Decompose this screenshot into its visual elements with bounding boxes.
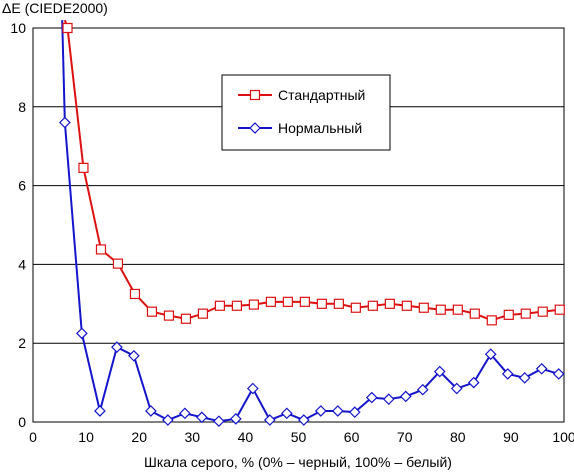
series-1-line xyxy=(63,122,559,423)
y-tick-label-8: 8 xyxy=(18,99,26,115)
series-1-point-25 xyxy=(484,348,497,361)
y-tick-label-0: 0 xyxy=(18,414,26,430)
series-0-point-20 xyxy=(401,300,412,311)
series-0-point-1 xyxy=(78,162,89,173)
series-1-point-6 xyxy=(162,414,174,426)
y-tick-label-2: 2 xyxy=(18,335,26,351)
series-0-point-25 xyxy=(486,315,497,326)
legend-marker-0 xyxy=(249,89,261,101)
plot-area-frame xyxy=(32,27,565,423)
x-tick-label-50: 50 xyxy=(291,429,307,445)
x-tick-labels: 0 10 20 30 40 50 60 70 80 90 100 xyxy=(29,429,574,445)
legend-marker-1 xyxy=(249,122,261,134)
series-1-overflow-line xyxy=(61,20,66,123)
series-0-point-6 xyxy=(163,310,175,321)
x-tick-label-60: 60 xyxy=(344,429,360,445)
series-0-point-23 xyxy=(452,304,463,315)
series-1-point-7 xyxy=(179,407,191,420)
series-0-point-18 xyxy=(367,300,378,311)
series-1-point-18 xyxy=(365,391,378,404)
series-1-point-3 xyxy=(111,341,123,353)
series-1-point-9 xyxy=(213,415,225,428)
x-tick-label-10: 10 xyxy=(78,429,94,445)
series-1-point-26 xyxy=(501,368,514,380)
x-tick-label-40: 40 xyxy=(238,429,254,445)
series-0-point-21 xyxy=(418,302,429,313)
x-tick-label-20: 20 xyxy=(131,429,147,445)
legend-box xyxy=(221,74,391,151)
series-1-point-12 xyxy=(263,414,276,426)
y-tick-label-10: 10 xyxy=(10,20,26,36)
series-1-point-21 xyxy=(416,383,429,396)
series-0-point-0 xyxy=(62,22,73,34)
series-1-point-5 xyxy=(145,405,157,417)
series-0-point-5 xyxy=(146,306,158,317)
series-layer xyxy=(59,19,565,428)
series-1-point-10 xyxy=(229,412,242,425)
series-1-point-17 xyxy=(348,406,361,418)
series-1-point-28 xyxy=(535,362,548,375)
series-0-point-29 xyxy=(554,304,565,315)
series-0-point-10 xyxy=(231,300,243,311)
x-tick-label-90: 90 xyxy=(503,429,519,445)
series-0-point-28 xyxy=(537,306,548,317)
series-1-point-4 xyxy=(128,349,140,362)
series-0-point-27 xyxy=(520,308,531,319)
x-tick-label-100: 100 xyxy=(552,429,574,445)
x-tick-label-80: 80 xyxy=(450,429,466,445)
series-1-point-23 xyxy=(450,382,463,395)
series-0-point-24 xyxy=(469,308,480,319)
series-1-point-22 xyxy=(433,365,446,378)
series-0-point-19 xyxy=(384,298,395,309)
y-tick-label-6: 6 xyxy=(18,178,26,194)
series-1 xyxy=(59,116,565,428)
series-1-point-0 xyxy=(59,116,71,129)
series-0-point-26 xyxy=(503,309,514,320)
x-axis-label: Шкала серого, % (0% – черный, 100% – бел… xyxy=(144,454,452,470)
y-tick-labels: 0 2 4 6 8 10 xyxy=(10,20,26,430)
series-1-point-14 xyxy=(297,414,310,426)
series-1-point-8 xyxy=(196,411,208,424)
series-0-point-16 xyxy=(333,298,344,309)
legend: Стандартный Нормальный xyxy=(221,74,391,151)
series-0-point-8 xyxy=(197,308,209,319)
series-1-point-1 xyxy=(76,327,88,340)
series-1-point-15 xyxy=(314,405,327,417)
series-1-point-19 xyxy=(382,393,395,405)
series-1-point-2 xyxy=(94,405,106,417)
series-1-point-29 xyxy=(552,368,565,380)
series-0-point-4 xyxy=(129,288,141,300)
series-0-point-2 xyxy=(95,244,107,255)
x-tick-label-0: 0 xyxy=(29,429,37,445)
x-tick-label-30: 30 xyxy=(185,429,201,445)
series-0-point-3 xyxy=(112,258,124,269)
legend-label-0: Стандартный xyxy=(278,87,365,103)
series-1-point-11 xyxy=(246,382,259,395)
series-1-point-20 xyxy=(399,390,412,403)
y-axis-label: ΔE (CIEDE2000) xyxy=(2,0,108,16)
series-0-point-15 xyxy=(316,298,327,309)
series-1-point-13 xyxy=(280,407,293,420)
series-1-point-24 xyxy=(467,376,480,389)
series-0-point-14 xyxy=(299,296,310,307)
legend-label-1: Нормальный xyxy=(278,120,362,136)
series-0-point-13 xyxy=(282,296,293,307)
series-0 xyxy=(62,22,565,326)
series-0-point-22 xyxy=(435,304,446,315)
series-0-point-9 xyxy=(214,300,226,311)
y-tick-label-4: 4 xyxy=(18,256,26,272)
series-0-point-17 xyxy=(350,302,361,313)
series-1-point-27 xyxy=(518,372,531,384)
series-0-point-11 xyxy=(248,299,259,310)
series-0-point-7 xyxy=(180,313,192,324)
series-0-point-12 xyxy=(265,296,276,307)
series-0-line xyxy=(66,27,560,322)
x-tick-label-70: 70 xyxy=(397,429,413,445)
series-1-point-16 xyxy=(331,405,344,417)
